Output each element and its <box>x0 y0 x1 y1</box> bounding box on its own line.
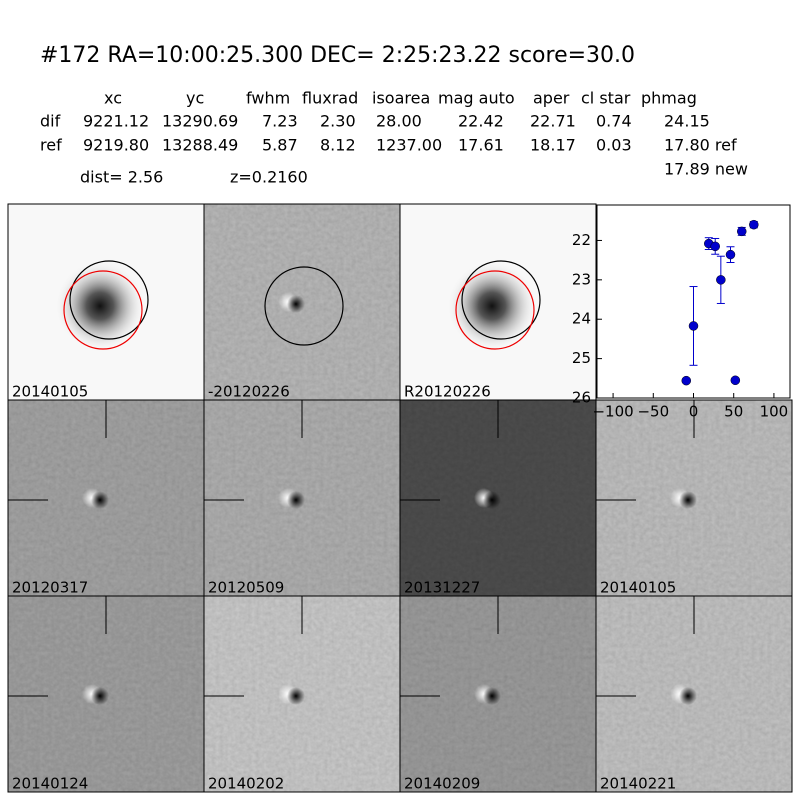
y-tick-label: 24 <box>572 310 591 328</box>
point <box>710 241 720 252</box>
light-curve: 22 23 24 25 26−100 −50 0 50 100 <box>572 204 791 421</box>
point <box>681 375 692 386</box>
image-grid: 20140105 -20120226 R20120226 20120317 201205… <box>7 203 793 793</box>
cell: 24.15 <box>664 112 710 131</box>
x-tick-label: 100 <box>760 403 789 421</box>
cell: 22.42 <box>458 112 504 131</box>
panel-label: 20120317 <box>12 579 88 597</box>
residual <box>483 687 501 705</box>
cell: 9221.12 <box>83 112 149 131</box>
residual <box>287 491 305 509</box>
redshift: z=0.2160 <box>230 168 308 187</box>
column-header: aper <box>533 89 570 108</box>
cell: 13288.49 <box>162 136 238 155</box>
cell: 17.61 <box>458 136 504 155</box>
x-tick-label: −100 <box>592 403 633 421</box>
residual <box>287 687 305 705</box>
cell: 0.74 <box>596 112 632 131</box>
new-mag: 17.89 new <box>664 160 748 179</box>
cell: 13290.69 <box>162 112 238 131</box>
aperture <box>461 260 541 340</box>
y-tick-label: 26 <box>572 389 591 407</box>
x-tick-label: −50 <box>637 403 669 421</box>
column-header: phmag <box>641 89 697 108</box>
cell: 5.87 <box>262 136 298 155</box>
residual <box>91 687 109 705</box>
panel-label: 20140105 <box>600 579 676 597</box>
y-tick-label: 23 <box>572 270 591 288</box>
aperture <box>69 260 149 340</box>
residual <box>679 491 697 509</box>
column-header: isoarea <box>372 89 430 108</box>
cell: 22.71 <box>530 112 576 131</box>
panel-label: 20140221 <box>600 775 676 793</box>
cell: 7.23 <box>262 112 298 131</box>
panel-label: 20140105 <box>12 383 88 401</box>
point <box>688 321 699 331</box>
x-tick-label: 50 <box>724 403 743 421</box>
panel-label: 20140124 <box>12 775 88 793</box>
y-tick-label: 25 <box>572 349 591 367</box>
residual <box>679 687 697 705</box>
cell: 9219.80 <box>83 136 149 155</box>
panel-label: 20131227 <box>404 579 480 597</box>
aperture <box>264 266 344 346</box>
column-header: xc <box>104 89 122 108</box>
residual <box>483 491 501 509</box>
residual <box>287 295 305 313</box>
panel-label: 20140209 <box>404 775 480 793</box>
galaxy <box>447 261 537 351</box>
panel-label: 20140202 <box>208 775 284 793</box>
cell: 28.00 <box>376 112 422 131</box>
point <box>716 275 726 285</box>
aperture-ref <box>63 270 143 350</box>
residual <box>91 491 109 509</box>
point <box>749 219 759 230</box>
dist: dist= 2.56 <box>80 168 163 187</box>
row-label: dif <box>40 112 61 131</box>
x-tick-label: 0 <box>689 403 699 421</box>
cell: 2.30 <box>320 112 356 131</box>
title: #172 RA=10:00:25.300 DEC= 2:25:23.22 sco… <box>40 43 635 68</box>
column-header: fluxrad <box>302 89 358 108</box>
panel-border <box>595 595 793 793</box>
panel-label: -20120226 <box>208 383 290 401</box>
cell: 0.03 <box>596 136 632 155</box>
point <box>730 375 741 386</box>
y-tick-label: 22 <box>572 231 591 249</box>
cell: 8.12 <box>320 136 356 155</box>
cell: 17.80 ref <box>664 136 737 155</box>
aperture-ref <box>455 270 535 350</box>
column-header: mag auto <box>438 89 515 108</box>
panel-label: 20120509 <box>208 579 284 597</box>
cell: 1237.00 <box>376 136 442 155</box>
cell: 18.17 <box>530 136 576 155</box>
row-label: ref <box>40 136 62 155</box>
point <box>737 226 747 237</box>
column-header: yc <box>186 89 204 108</box>
column-header: cl star <box>581 89 631 108</box>
column-header: fwhm <box>246 89 290 108</box>
point <box>725 249 736 260</box>
panel-label: R20120226 <box>404 383 491 401</box>
galaxy <box>55 261 145 351</box>
